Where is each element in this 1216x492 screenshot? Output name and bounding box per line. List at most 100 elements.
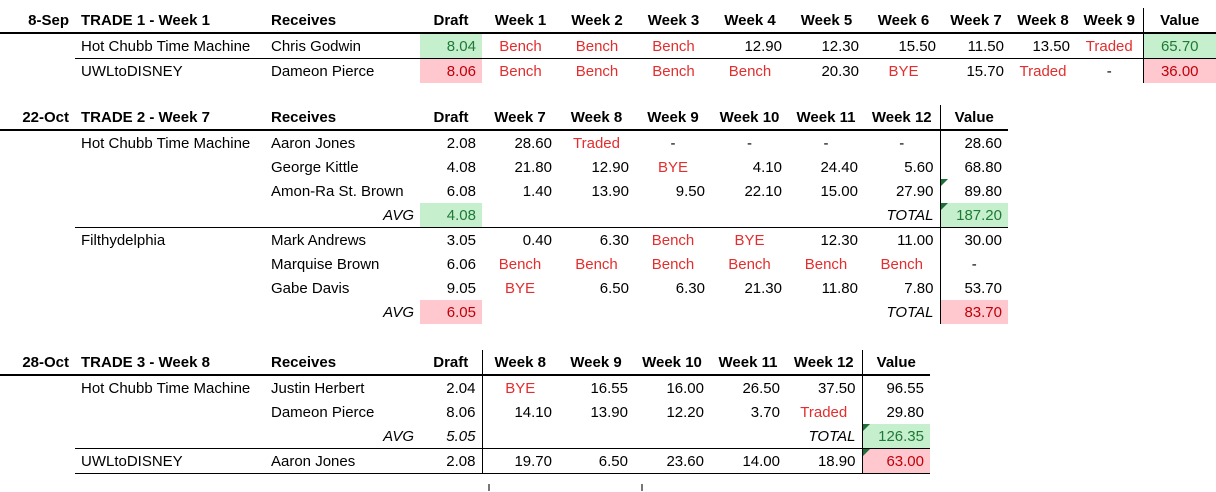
- cell-week[interactable]: 37.50: [817, 379, 856, 397]
- cell-avg-label[interactable]: AVG: [383, 303, 414, 321]
- cell-week-header[interactable]: Week 11: [788, 105, 864, 131]
- cell-date-empty[interactable]: [0, 33, 75, 59]
- cell-filler[interactable]: [930, 424, 1216, 449]
- cell-date-empty[interactable]: [0, 400, 75, 424]
- cell-week[interactable]: 0.40: [522, 231, 552, 249]
- cell-value[interactable]: 89.80: [939, 179, 1008, 203]
- cell-filler[interactable]: [1008, 203, 1216, 228]
- cell-week[interactable]: 12.90: [591, 158, 629, 176]
- cell-week[interactable]: [558, 424, 634, 449]
- cell-week[interactable]: [558, 300, 635, 324]
- cell-date-empty[interactable]: [0, 228, 75, 253]
- cell-total-label[interactable]: TOTAL: [864, 203, 940, 228]
- cell-week[interactable]: 16.55: [590, 379, 628, 397]
- cell-team[interactable]: Filthydelphia: [81, 231, 166, 249]
- cell-filler[interactable]: [1008, 300, 1216, 324]
- cell-week[interactable]: 6.30: [675, 279, 705, 297]
- cell-week[interactable]: 18.90: [786, 448, 862, 474]
- cell-value[interactable]: 83.70: [939, 300, 1008, 324]
- cell-week-header[interactable]: Week 12: [786, 350, 862, 376]
- cell-draft[interactable]: 4.08: [420, 203, 482, 228]
- cell-week[interactable]: 11.00: [897, 231, 934, 249]
- cell-week-header[interactable]: Week 9: [558, 350, 634, 376]
- cell-avg-label[interactable]: AVG: [265, 424, 420, 449]
- cell-week[interactable]: Bench: [575, 62, 619, 80]
- cell-player[interactable]: Justin Herbert: [271, 379, 365, 397]
- cell-week[interactable]: 26.50: [742, 379, 780, 397]
- cell-team[interactable]: [75, 155, 265, 179]
- cell-team[interactable]: [75, 276, 265, 300]
- cell-week[interactable]: Traded: [800, 403, 848, 421]
- cell-draft-header[interactable]: Draft: [420, 8, 482, 34]
- cell-draft[interactable]: 8.06: [446, 403, 476, 421]
- cell-week-header[interactable]: Week 5: [788, 8, 865, 34]
- cell-date-empty[interactable]: [0, 59, 75, 84]
- cell-team[interactable]: [75, 400, 265, 424]
- cell-team[interactable]: [75, 203, 265, 228]
- cell-week[interactable]: Bench: [559, 33, 635, 59]
- cell-week[interactable]: 6.30: [599, 231, 629, 249]
- cell-player[interactable]: Gabe Davis: [271, 279, 350, 297]
- cell-week[interactable]: [482, 203, 558, 228]
- cell-value[interactable]: 96.55: [861, 375, 930, 400]
- cell-filler[interactable]: [1008, 228, 1216, 253]
- cell-trade-title[interactable]: TRADE 2 - Week 7: [75, 105, 265, 131]
- cell-week[interactable]: 13.50: [1010, 33, 1076, 59]
- cell-week[interactable]: Bench: [652, 62, 695, 80]
- cell-value[interactable]: 36.00: [1142, 58, 1216, 83]
- cell-date-empty[interactable]: [0, 252, 75, 276]
- cell-draft[interactable]: 2.08: [446, 134, 476, 152]
- cell-week[interactable]: 11.50: [942, 33, 1010, 59]
- cell-team[interactable]: Hot Chubb Time Machine: [81, 134, 251, 152]
- cell-week[interactable]: [481, 424, 558, 449]
- cell-week[interactable]: Bench: [498, 255, 542, 273]
- cell-value-header[interactable]: Value: [861, 350, 930, 376]
- cell-draft[interactable]: 2.08: [420, 448, 482, 474]
- cell-filler[interactable]: [930, 350, 1216, 375]
- cell-week[interactable]: 19.70: [481, 448, 558, 474]
- cell-total-label[interactable]: TOTAL: [886, 303, 934, 321]
- cell-player[interactable]: Aaron Jones: [265, 448, 420, 474]
- cell-week-header[interactable]: Week 11: [710, 350, 786, 376]
- cell-week[interactable]: Bench: [651, 255, 695, 273]
- cell-week[interactable]: Bench: [880, 255, 924, 273]
- cell-week[interactable]: Bench: [651, 231, 695, 249]
- cell-player[interactable]: Chris Godwin: [265, 33, 420, 59]
- cell-player[interactable]: Dameon Pierce: [271, 62, 375, 80]
- cell-week[interactable]: 7.80: [904, 279, 934, 297]
- cell-week-header[interactable]: Week 3: [635, 8, 712, 34]
- cell-week[interactable]: -: [670, 134, 676, 152]
- cell-trade-title[interactable]: TRADE 1 - Week 1: [75, 8, 265, 34]
- cell-value[interactable]: 30.00: [939, 227, 1008, 252]
- cell-week[interactable]: [635, 203, 711, 228]
- cell-week[interactable]: [711, 203, 788, 228]
- cell-date-empty[interactable]: [0, 375, 75, 400]
- cell-week[interactable]: Traded: [1019, 62, 1067, 80]
- cell-value[interactable]: 29.80: [861, 400, 930, 424]
- cell-team[interactable]: UWLtoDISNEY: [81, 62, 183, 80]
- cell-week-header[interactable]: Week 6: [865, 8, 942, 34]
- cell-filler[interactable]: [930, 400, 1216, 424]
- cell-value[interactable]: 187.20: [939, 203, 1008, 228]
- cell-week[interactable]: Bench: [482, 33, 559, 59]
- cell-week-header[interactable]: Week 1: [482, 8, 559, 34]
- cell-value[interactable]: 53.70: [939, 276, 1008, 300]
- cell-date-empty[interactable]: [0, 179, 75, 203]
- cell-draft-header[interactable]: Draft: [420, 105, 482, 131]
- cell-week[interactable]: -: [747, 134, 752, 152]
- cell-draft[interactable]: 5.05: [420, 424, 482, 449]
- cell-trade-title[interactable]: TRADE 3 - Week 8: [75, 350, 265, 376]
- cell-week[interactable]: 13.90: [591, 182, 629, 200]
- cell-week[interactable]: 15.70: [966, 62, 1004, 80]
- cell-week[interactable]: -: [1106, 62, 1112, 80]
- cell-week[interactable]: [558, 203, 635, 228]
- cell-week[interactable]: 9.50: [675, 182, 705, 200]
- cell-week[interactable]: 28.60: [514, 134, 552, 152]
- cell-week[interactable]: 6.50: [599, 279, 629, 297]
- cell-filler[interactable]: [1008, 105, 1216, 130]
- cell-avg-label[interactable]: AVG: [265, 203, 420, 228]
- cell-draft[interactable]: 3.05: [446, 231, 476, 249]
- cell-filler[interactable]: [1008, 155, 1216, 179]
- cell-value[interactable]: 28.60: [939, 130, 1008, 155]
- cell-week[interactable]: [788, 203, 864, 228]
